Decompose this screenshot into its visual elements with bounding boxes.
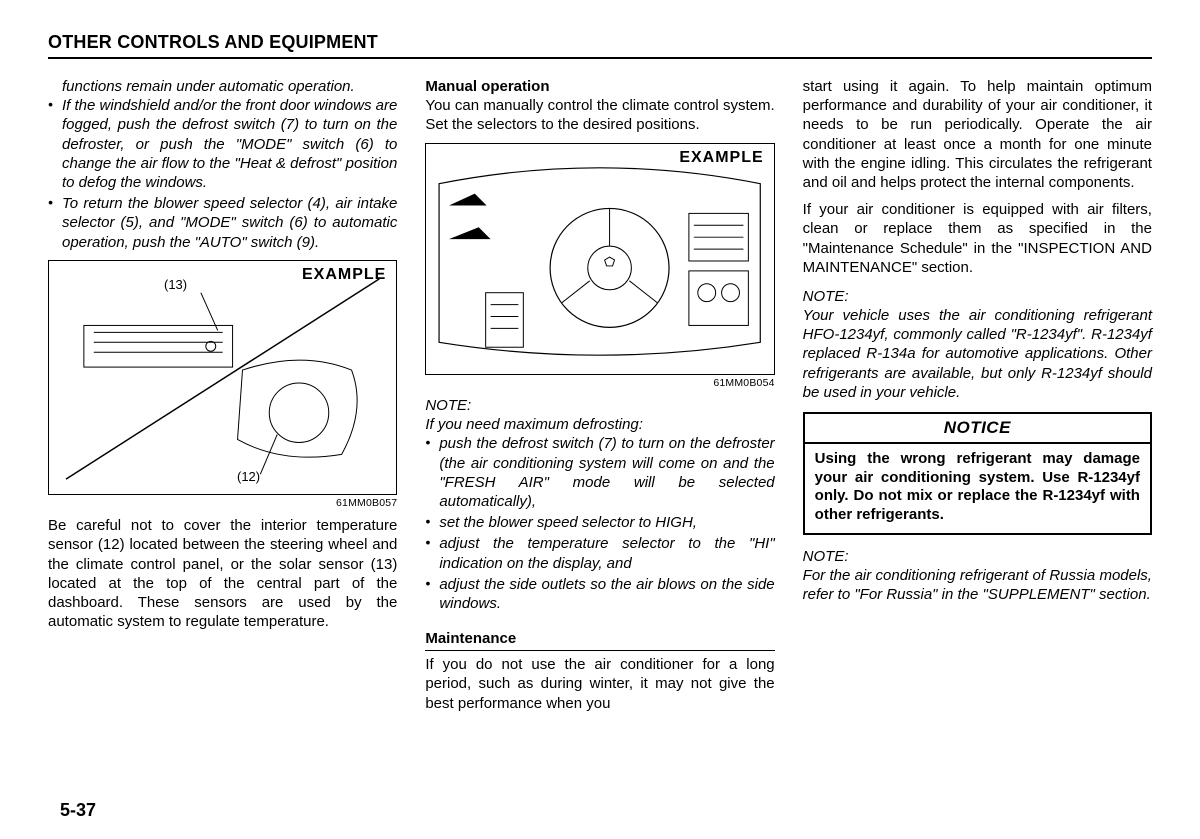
dashboard-line-art-icon bbox=[426, 144, 773, 374]
list-item: set the blower speed selector to HIGH, bbox=[425, 513, 774, 532]
maintenance-heading: Maintenance bbox=[425, 629, 774, 651]
notice-title: NOTICE bbox=[805, 414, 1150, 444]
figure-sensor-diagram: EXAMPLE (13) (12) bbox=[48, 260, 397, 495]
figure-label: EXAMPLE bbox=[677, 148, 765, 168]
sensor-line-art-icon bbox=[49, 261, 396, 494]
callout-13: (13) bbox=[164, 277, 187, 294]
maintenance-continuation: start using it again. To help maintain o… bbox=[803, 77, 1152, 192]
notice-box: NOTICE Using the wrong refrigerant may d… bbox=[803, 412, 1152, 535]
russia-note: For the air conditioning refrigerant of … bbox=[803, 566, 1152, 604]
sensor-paragraph: Be careful not to cover the interior tem… bbox=[48, 516, 397, 631]
filters-paragraph: If your air conditioner is equipped with… bbox=[803, 200, 1152, 277]
maintenance-paragraph: If you do not use the air conditioner fo… bbox=[425, 655, 774, 713]
figure-code: 61MM0B057 bbox=[48, 497, 397, 510]
defrost-steps-list: push the defrost switch (7) to turn on t… bbox=[425, 434, 774, 613]
page-number: 5-37 bbox=[60, 800, 96, 821]
refrigerant-note: Your vehicle uses the air conditioning r… bbox=[803, 306, 1152, 402]
column-2: Manual operation You can manually contro… bbox=[425, 77, 774, 713]
manual-operation-heading: Manual operation bbox=[425, 77, 774, 96]
figure-dashboard-diagram: EXAMPLE bbox=[425, 143, 774, 375]
list-item: adjust the side outlets so the air blows… bbox=[425, 575, 774, 613]
list-item: To return the blower speed selector (4),… bbox=[48, 194, 397, 252]
note-lead: If you need maximum defrosting: bbox=[425, 415, 774, 434]
figure-code: 61MM0B054 bbox=[425, 377, 774, 390]
column-3: start using it again. To help maintain o… bbox=[803, 77, 1152, 713]
list-item: adjust the temperature selector to the "… bbox=[425, 534, 774, 572]
note-label: NOTE: bbox=[803, 287, 1152, 306]
list-item: If the windshield and/or the front door … bbox=[48, 96, 397, 192]
operation-notes-list: If the windshield and/or the front door … bbox=[48, 96, 397, 252]
list-item: push the defrost switch (7) to turn on t… bbox=[425, 434, 774, 511]
intro-continuation: functions remain under automatic operati… bbox=[48, 77, 397, 96]
note-label: NOTE: bbox=[803, 547, 1152, 566]
section-header: OTHER CONTROLS AND EQUIPMENT bbox=[48, 32, 1152, 59]
content-columns: functions remain under automatic operati… bbox=[48, 77, 1152, 713]
manual-operation-paragraph: You can manually control the climate con… bbox=[425, 96, 774, 134]
notice-body: Using the wrong refrigerant may damage y… bbox=[805, 444, 1150, 533]
column-1: functions remain under automatic operati… bbox=[48, 77, 397, 713]
callout-12: (12) bbox=[237, 469, 260, 486]
note-label: NOTE: bbox=[425, 396, 774, 415]
